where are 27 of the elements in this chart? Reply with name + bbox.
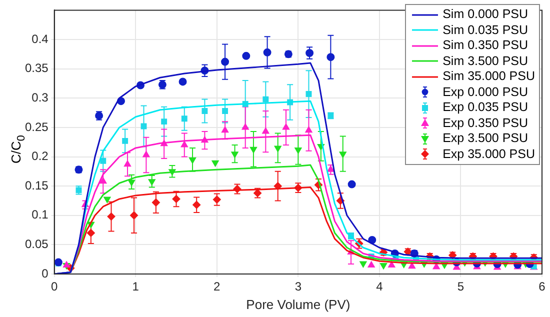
legend-label: Sim 0.035 PSU	[442, 22, 528, 38]
x-axis-title: Pore Volume (PV)	[246, 296, 350, 312]
legend-label: Exp 0.035 PSU	[442, 100, 528, 116]
y-tick-label: 0	[42, 266, 49, 280]
legend-label: Sim 0.000 PSU	[442, 7, 528, 22]
y-tick-label: 0.4	[32, 32, 49, 46]
legend-label: Exp 0.350 PSU	[442, 116, 528, 131]
y-tick-label: 0.35	[24, 61, 49, 76]
x-tick-label: 1	[132, 280, 140, 294]
x-tick-label: 5	[457, 280, 464, 294]
y-tick-label: 0.1	[32, 208, 49, 222]
y-tick-label: 0.15	[24, 178, 49, 192]
legend-label: Exp 35.000 PSU	[442, 146, 535, 162]
x-tick-label: 6	[538, 280, 546, 294]
y-tick-label: 0.25	[24, 120, 49, 134]
x-tick-label: 3	[294, 280, 302, 294]
legend-label: Sim 35.000 PSU	[442, 69, 535, 84]
x-tick-label: 4	[376, 280, 384, 294]
y-tick-label: 0.3	[32, 90, 49, 104]
y-tick-label: 0.2	[32, 149, 49, 164]
x-tick-label: 2	[214, 280, 221, 294]
x-tick-label: 0	[51, 280, 58, 294]
legend-label: Exp 0.000 PSU	[442, 84, 528, 100]
y-tick-label: 0.05	[24, 237, 49, 251]
legend-label: Exp 3.500 PSU	[442, 131, 528, 146]
legend-label: Sim 0.350 PSU	[442, 38, 528, 54]
legend-label: Sim 3.500 PSU	[442, 54, 528, 69]
